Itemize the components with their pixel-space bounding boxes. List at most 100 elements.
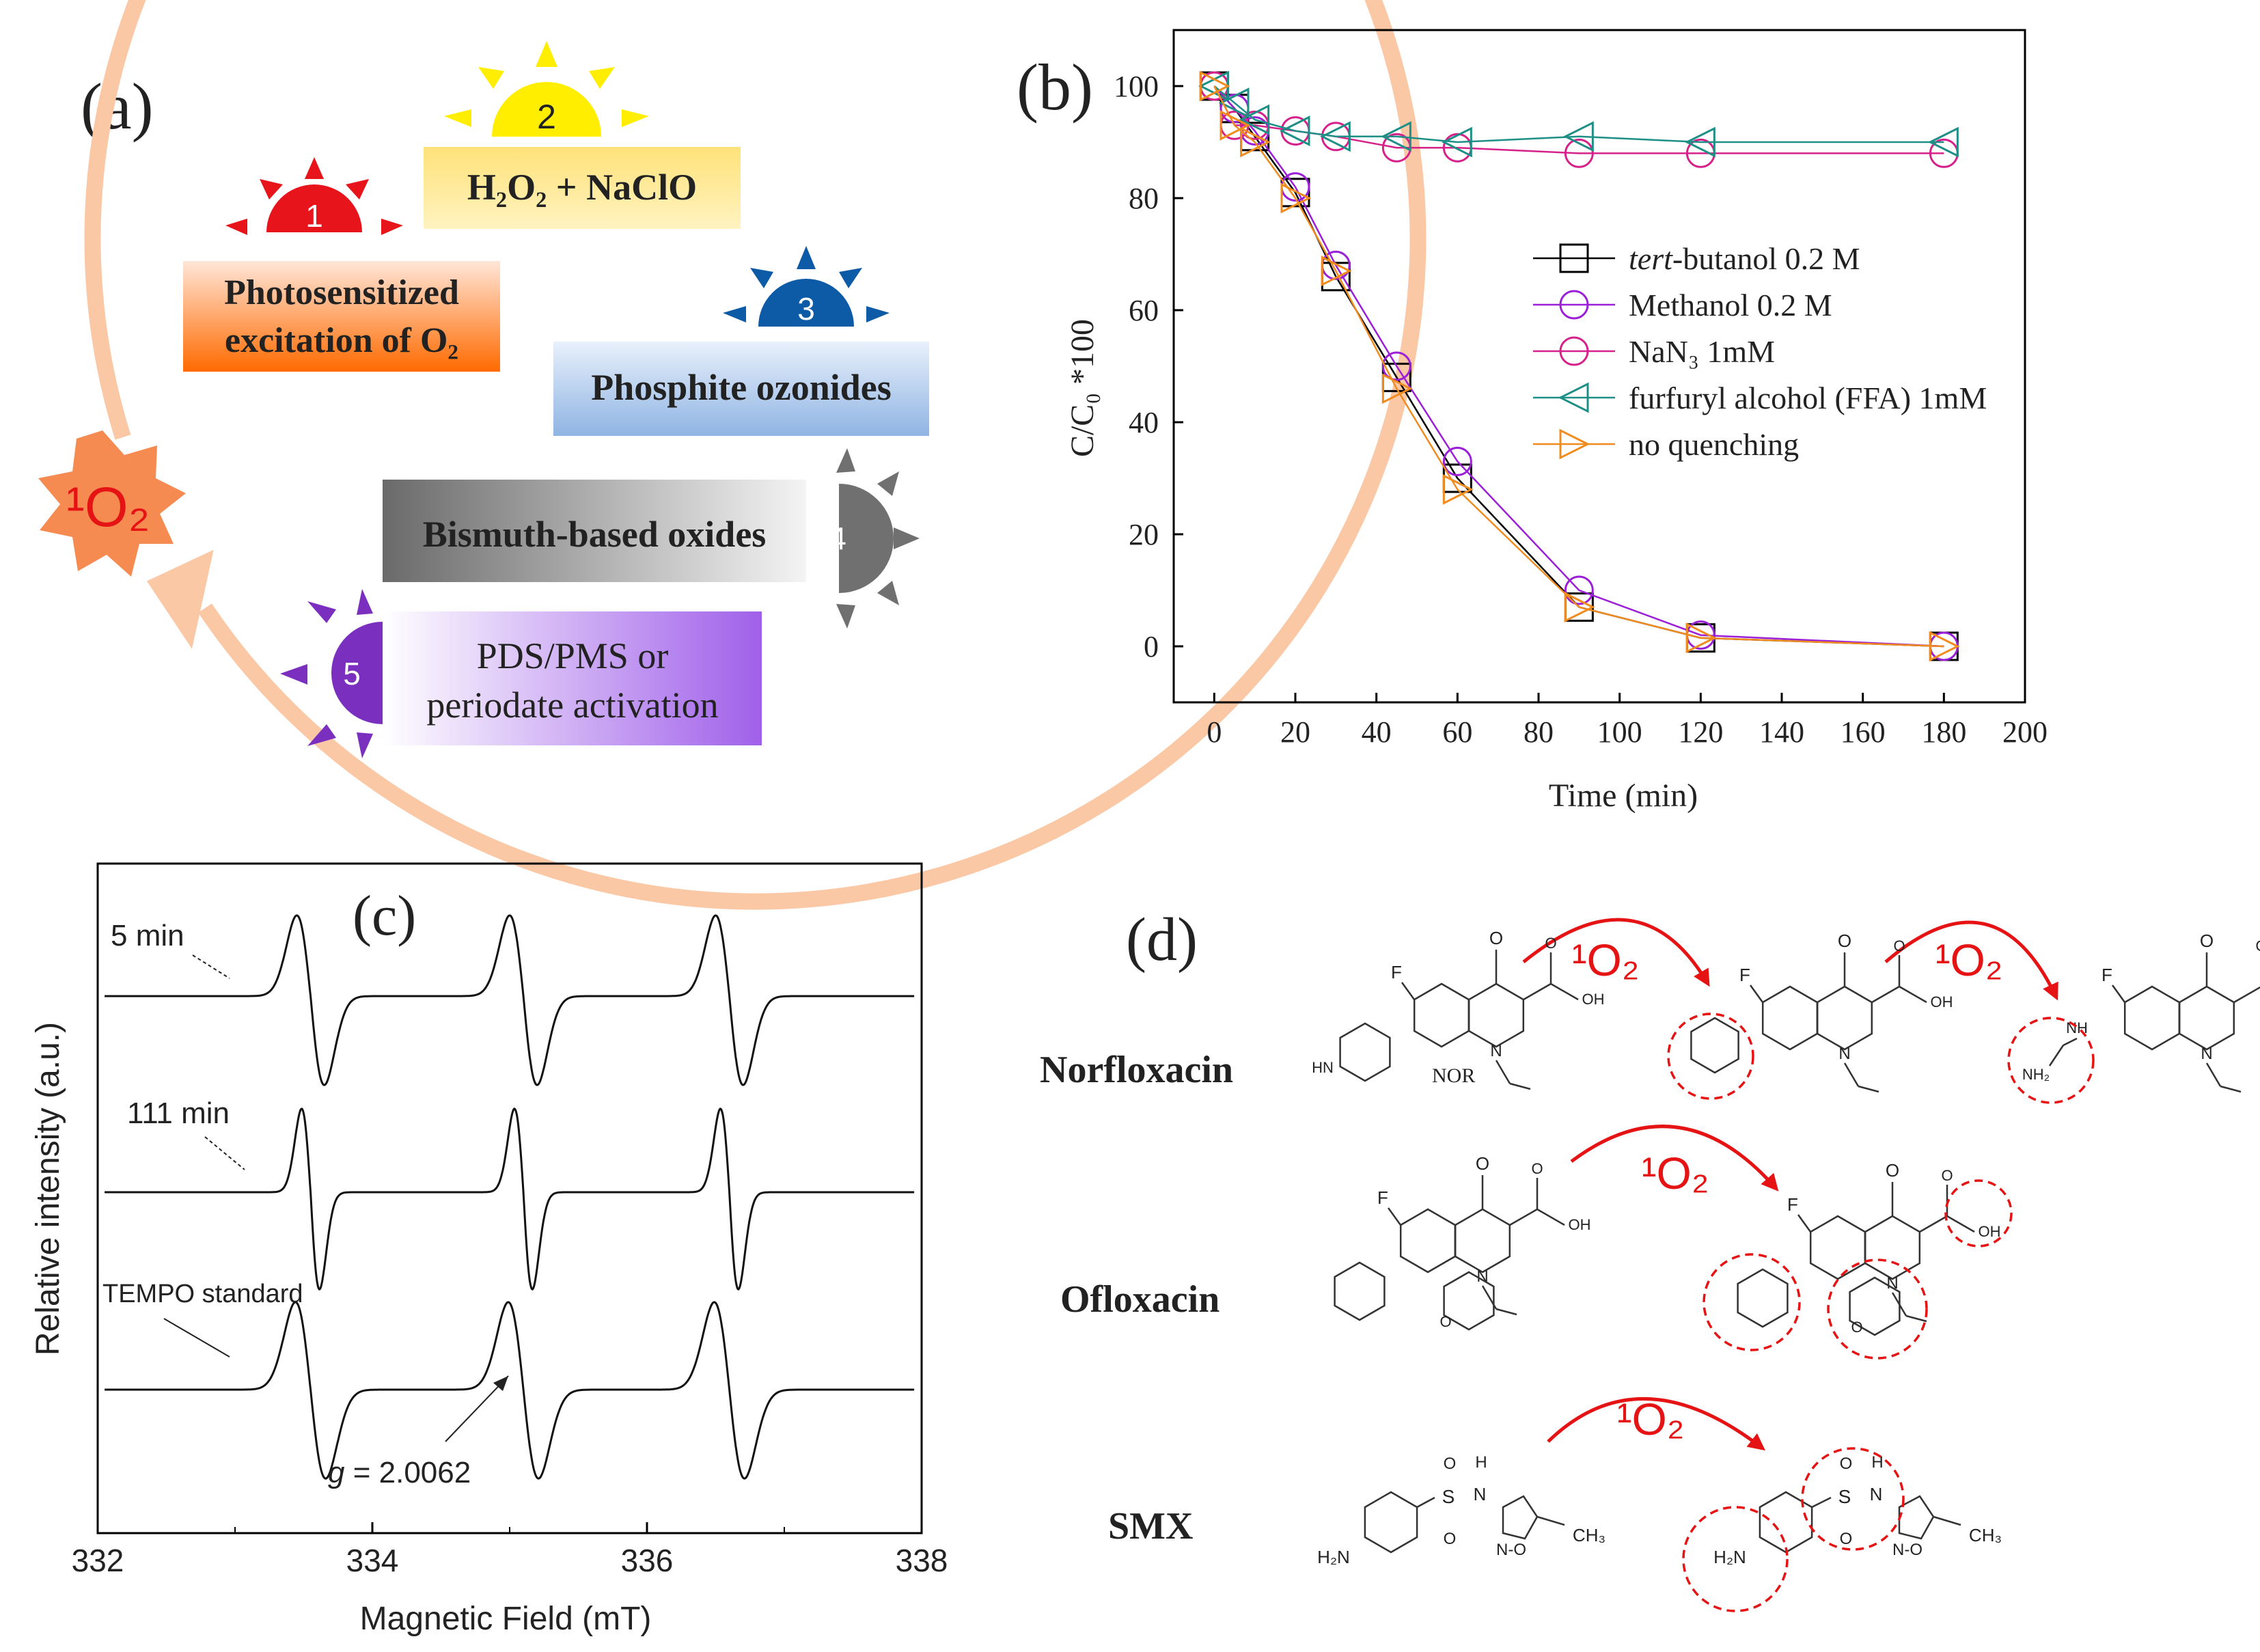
series-line [1213,85,1944,143]
legend-label: Methanol 0.2 M [1629,288,1832,322]
x-tick-label: 160 [1841,715,1886,749]
data-point [1280,182,1312,214]
ring [1864,1215,1921,1280]
legend-label-rest: -butanol 0.2 M [1672,241,1860,276]
bond [1495,1060,1511,1084]
bond [1387,1207,1402,1226]
x-tick-label: 332 [72,1543,124,1578]
reaction-site-circle [1827,1258,1928,1360]
panel-b-axes: 0 20 40 60 80 100 120 140 160 180 200 0 20 40 60 80 100 [1114,70,2048,749]
bond [2220,1085,2242,1093]
atom-label: F [1739,965,1750,985]
bond [1919,1215,1948,1233]
ring [1467,982,1525,1048]
bond [1509,1208,1538,1226]
legend-label-italic: tert [1629,241,1673,276]
series-0 [1199,71,1959,661]
bond [1536,1515,1565,1526]
reaction-site-circle [1944,1179,2013,1248]
row-label-smx: SMX [1108,1505,1193,1547]
atom-label: O [1840,1455,1853,1473]
bond [2111,985,2126,1003]
data-point [1685,622,1717,654]
atom-label: N [1490,1042,1502,1060]
ring [1898,1495,1935,1540]
atom-label: CH₃ [1969,1525,2002,1545]
atom-label: O [1439,1313,1451,1330]
row-label-ofloxacin: Ofloxacin [1060,1278,1219,1321]
atom-label: S [1838,1486,1851,1507]
method-1-line2: excitation of O₂ [225,321,458,360]
y-tick-label: 60 [1129,294,1159,327]
bond [2063,1037,2078,1047]
panel-c: (c) 332 334 336 338 Magnetic Field (mT) Rel… [30,862,948,1637]
ring [1809,1215,1866,1280]
reaction-arrow-3: ¹O₂ [1570,1125,1779,1198]
atom-label: OH [1979,1223,2001,1240]
trace-pointer-5min [192,954,230,979]
atom-label: OH [1569,1216,1591,1233]
method-2: 2 H₂O₂ + NaClO [424,41,741,229]
legend-label: furfuryl alcohol (FFA) 1mM [1629,381,1987,415]
series-line [1213,85,1944,154]
data-point [1321,256,1352,287]
trace-label-tempo: TEMPO standard [102,1280,303,1308]
panel-c-xlabel: Magnetic Field (mT) [360,1601,652,1637]
g-annotation: g = 2.0062 [328,1456,471,1489]
sun-3-icon: 3 [723,246,890,327]
reaction-arrow-1: ¹O₂ [1522,918,1710,987]
epr-trace-2 [105,1301,915,1480]
data-point [1684,126,1715,158]
cycle-arrowhead [146,549,214,649]
method-5: 5 PDS/PMS or periodate activation [280,589,762,758]
bond [1416,1496,1435,1509]
panel-b-legend: tert-butanol 0.2 M Methanol 0.2 M NaN₃ 1mM… [1533,241,1987,462]
data-point [1219,109,1251,141]
data-point [1564,575,1594,605]
ring [1413,982,1470,1048]
nor-abbr: NOR [1432,1064,1475,1087]
trace-pointer-tempo [163,1318,230,1358]
bond [1550,982,1579,1001]
data-point [1558,382,1589,413]
reaction-site-circle [1703,1253,1801,1351]
x-tick-label: 100 [1597,715,1642,749]
bond [1899,985,1927,1004]
atom-label: H [1475,1453,1487,1472]
method-2-number: 2 [537,98,556,136]
ring [1364,1491,1418,1554]
panel-b-label: (b) [1017,51,1093,124]
atom-label: O [2255,937,2260,954]
atom-label: H₂N [1713,1547,1746,1567]
legend-item-1: Methanol 0.2 M [1533,288,1832,322]
g-pointer [445,1375,509,1442]
atom-label: O [1840,1530,1853,1548]
ring [1816,985,1873,1051]
x-tick-label: 40 [1362,715,1392,749]
data-point [1380,121,1411,152]
atom-label: OH [1582,991,1605,1008]
molecule-structures: OOOHFNHNNOROOOHFNOOOHFNNHNH₂OOOHFNOOOOHF… [1312,928,2260,1612]
panel-c-series [105,914,915,1480]
method-1-box [183,261,500,372]
series-4 [1199,70,1960,662]
x-tick-label: 20 [1280,715,1310,749]
legend-item-3: furfuryl alcohol (FFA) 1mM [1533,381,1987,415]
ring [1339,1022,1391,1082]
data-point [1564,138,1594,168]
series-3 [1198,70,1959,158]
atom-label: O [1476,1153,1489,1174]
atom-label: O [1489,928,1503,948]
bond [1749,985,1764,1003]
bond [1401,982,1416,1000]
sun-5-icon: 5 [280,589,383,758]
y-tick-label: 20 [1129,518,1159,551]
method-4-box [383,480,806,582]
bond [2048,1045,2065,1066]
series-line [1213,85,1944,648]
method-1-number: 1 [305,198,323,234]
method-2-line1: H₂O₂ + NaClO [467,167,697,208]
atom-label: N [1474,1484,1487,1504]
